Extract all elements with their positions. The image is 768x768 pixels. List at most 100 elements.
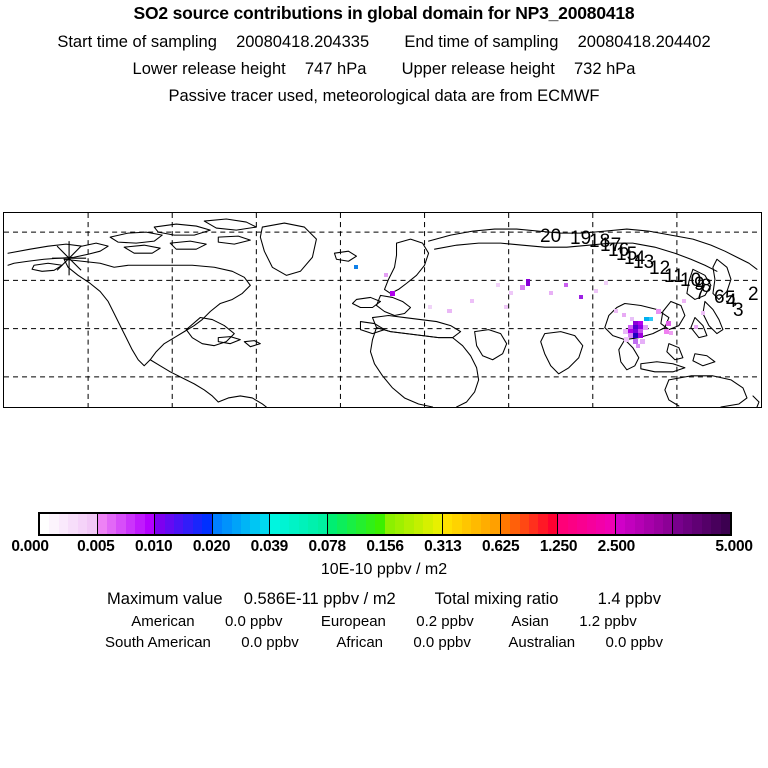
colorbar-step [662, 514, 673, 534]
colorbar-step [116, 514, 126, 534]
plume-pixel [520, 285, 525, 290]
plume-pixel [669, 331, 673, 335]
colorbar-step [68, 514, 78, 534]
colorbar [38, 512, 732, 536]
colorbar-step [144, 514, 155, 534]
colorbar-step [625, 514, 635, 534]
lower-release-height-value: 747 hPa [304, 60, 367, 78]
plume-pixel [614, 309, 618, 313]
colorbar-segment [615, 514, 674, 534]
colorbar-step [346, 514, 357, 534]
plume-pixel [630, 317, 634, 321]
colorbar-step [528, 514, 539, 534]
plume-pixel [594, 289, 598, 293]
page-title: SO2 source contributions in global domai… [133, 3, 635, 23]
colorbar-step [250, 514, 260, 534]
plume-pixel [579, 295, 583, 299]
plume-pixel [638, 325, 643, 330]
plume-pixel [628, 325, 633, 330]
colorbar-tick-label: 5.000 [715, 538, 753, 555]
plume-pixel [384, 273, 388, 277]
colorbar-step [547, 514, 558, 534]
colorbar-step [538, 514, 548, 534]
colorbar-step [682, 514, 693, 534]
colorbar-step [577, 514, 587, 534]
colorbar-step [259, 514, 270, 534]
plume-pixel [628, 329, 633, 334]
colorbar-segment [558, 514, 616, 534]
plume-pixel [390, 291, 395, 296]
colorbar-step [107, 514, 117, 534]
colorbar-tick-label: 0.005 [77, 538, 115, 555]
colorbar-step [337, 514, 347, 534]
colorbar-step [519, 514, 529, 534]
plume-pixel [564, 283, 568, 287]
region-value-european: 0.2 ppbv [416, 613, 474, 630]
colorbar-step [605, 514, 615, 534]
colorbar-step [423, 514, 433, 534]
start-time-label: Start time of sampling [57, 33, 217, 51]
trajectory-label: 9 [694, 274, 705, 295]
region-row-2: South American 0.0 ppbv African 0.0 ppbv… [0, 634, 768, 651]
colorbar-step [308, 514, 318, 534]
plume-pixel [628, 333, 633, 338]
plume-pixel [633, 321, 638, 326]
colorbar-segment [385, 514, 444, 534]
colorbar-step [500, 514, 511, 534]
colorbar-step [40, 514, 50, 534]
colorbar-segment [500, 514, 559, 534]
colorbar-step [270, 514, 280, 534]
colorbar-step [77, 514, 88, 534]
sampling-time-line: Start time of sampling 20080418.204335 E… [0, 33, 768, 52]
colorbar-tick-labels: 0.000 0.005 0.010 0.020 0.039 0.078 0.156 0.313… [0, 538, 768, 558]
map-canvas: 20 19 18 17 16 15 14 13 12 11 10 9 8 7 6 5 4 3 2 [4, 213, 761, 407]
tracer-info-line: Passive tracer used, meteorological data… [168, 87, 600, 105]
region-label-australian: Australian [508, 634, 576, 651]
colorbar-segment [270, 514, 328, 534]
trajectory-label: 16 [608, 240, 630, 261]
colorbar-tick-label: 0.010 [135, 538, 173, 555]
trajectory-label: 11 [664, 266, 684, 287]
concentration-plume-layer [4, 213, 761, 407]
maximum-value: 0.586E-11 ppbv / m2 [243, 590, 396, 608]
region-value-south-american: 0.0 ppbv [241, 634, 299, 651]
plume-pixel [447, 309, 452, 313]
colorbar-step [135, 514, 145, 534]
colorbar-tick-label: 0.313 [424, 538, 462, 555]
region-value-african: 0.0 ppbv [413, 634, 471, 651]
colorbar-step [653, 514, 663, 534]
trajectory-label: 3 [733, 300, 744, 321]
colorbar-step [279, 514, 290, 534]
colorbar-step [701, 514, 712, 534]
colorbar-step [212, 514, 223, 534]
start-time-value: 20080418.204335 [236, 33, 370, 51]
colorbar-step [385, 514, 395, 534]
colorbar-tick-label: 2.500 [597, 538, 636, 555]
plume-pixel [656, 309, 661, 314]
colorbar-step [673, 514, 683, 534]
colorbar-step [222, 514, 232, 534]
colorbar-step [202, 514, 212, 534]
colorbar-unit-label: 10E-10 ppbv / m2 [320, 561, 448, 578]
coastline-outlines [7, 218, 760, 407]
region-value-american: 0.0 ppbv [224, 613, 283, 630]
plume-pixel [624, 337, 629, 342]
colorbar-step [490, 514, 500, 534]
colorbar-step [298, 514, 309, 534]
colorbar-step [558, 514, 568, 534]
colorbar-step [394, 514, 405, 534]
trajectory-label: 4 [726, 291, 737, 312]
plume-pixel [640, 339, 645, 344]
colorbar-tick-label: 0.625 [482, 538, 520, 555]
plume-pixel [649, 317, 653, 321]
colorbar-segment [673, 514, 730, 534]
colorbar-step [375, 514, 385, 534]
global-map-panel: 20 19 18 17 16 15 14 13 12 11 10 9 8 7 6 5 4 3 2 [3, 212, 762, 408]
region-label-european: European [320, 613, 386, 630]
end-time-label: End time of sampling [404, 33, 559, 51]
trajectory-label: 15 [616, 244, 638, 265]
plume-pixel [638, 333, 643, 338]
plume-pixel [694, 325, 698, 329]
colorbar-step [58, 514, 69, 534]
colorbar-tick-label: 0.039 [250, 538, 289, 555]
